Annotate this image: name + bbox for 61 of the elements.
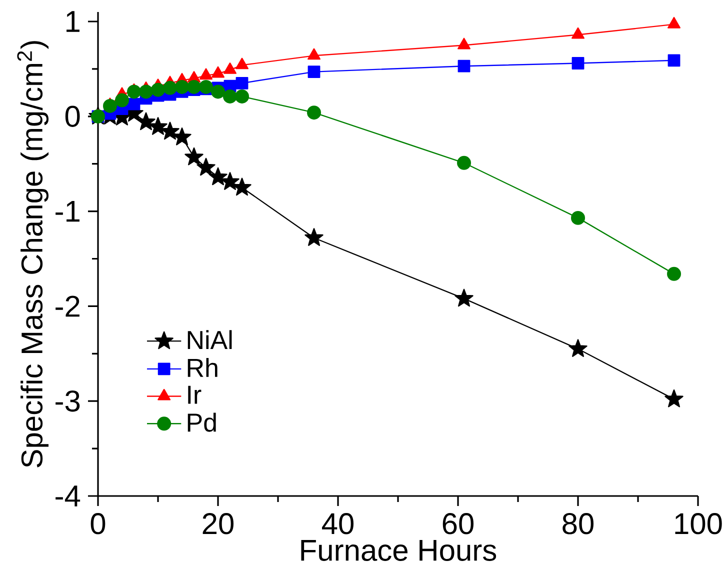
point — [568, 339, 588, 357]
point — [668, 16, 680, 28]
point — [103, 98, 118, 113]
point — [212, 66, 224, 78]
point — [163, 80, 178, 95]
point — [175, 80, 190, 94]
point — [235, 89, 250, 104]
point — [172, 127, 192, 146]
point — [664, 389, 684, 408]
point — [667, 266, 682, 281]
point — [232, 178, 252, 196]
point — [308, 48, 320, 60]
point — [457, 156, 472, 170]
point — [668, 54, 680, 67]
legend-label: Pd — [188, 412, 216, 432]
point — [458, 38, 470, 50]
point — [458, 60, 470, 72]
point — [572, 57, 584, 70]
point — [136, 112, 156, 130]
y-tick-label: -1 — [56, 200, 80, 222]
x-tick-label: 80 — [562, 513, 594, 534]
point — [572, 27, 584, 39]
y-tick-label: -3 — [56, 390, 80, 412]
point — [208, 167, 228, 186]
point — [304, 228, 324, 246]
point — [148, 117, 168, 135]
point — [196, 158, 216, 176]
point — [184, 147, 204, 166]
point — [187, 80, 202, 94]
point — [139, 84, 154, 99]
point — [200, 68, 212, 80]
point — [308, 66, 320, 78]
y-tick-label: -4 — [56, 486, 80, 506]
y-tick-label: -2 — [56, 296, 80, 317]
legend-label: NiAl — [188, 330, 232, 349]
x-tick-label: 20 — [202, 513, 234, 534]
y-tick-label: 0 — [65, 106, 80, 128]
x-tick-label: 60 — [442, 513, 474, 534]
point — [571, 210, 586, 225]
point — [160, 122, 180, 140]
legend-label: Ir — [188, 386, 202, 404]
point — [236, 58, 248, 70]
point — [127, 84, 142, 99]
legend-label: Rh — [188, 358, 218, 377]
point — [199, 80, 214, 94]
point — [224, 62, 236, 74]
x-tick-label: 40 — [322, 513, 354, 534]
y-axis-title: Specific Mass Change (mg/cm$^{2}$) — [17, 41, 49, 468]
x-tick-label: 100 — [675, 513, 722, 534]
point — [307, 106, 322, 120]
point — [220, 172, 240, 190]
point — [236, 76, 248, 90]
x-tick-label: 0 — [90, 513, 106, 534]
y-tick-label: 1 — [66, 11, 80, 32]
point — [223, 89, 238, 104]
point — [151, 82, 166, 97]
point — [128, 98, 140, 110]
point — [454, 288, 474, 307]
x-axis-title: Furnace Hours — [301, 540, 496, 561]
point — [115, 93, 130, 108]
point — [211, 84, 226, 99]
